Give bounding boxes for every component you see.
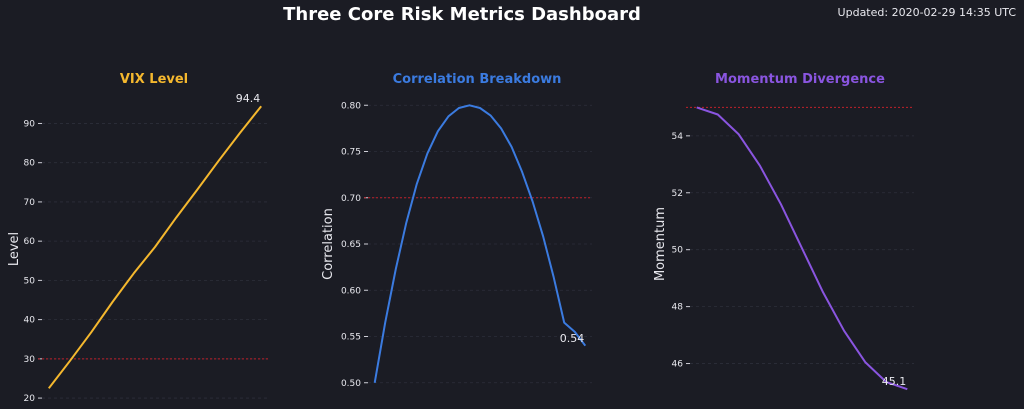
y-tick-label-0-2: 40 [24, 316, 36, 326]
y-tick-label-1-5: 0.75 [341, 148, 361, 158]
chart-title-1: Correlation Breakdown [393, 72, 562, 87]
y-tick-label-2-4: 54 [672, 132, 684, 142]
y-tick-label-2-2: 50 [672, 246, 684, 256]
updated-timestamp: Updated: 2020-02-29 14:35 UTC [837, 6, 1016, 19]
y-tick-label-1-0: 0.50 [341, 379, 361, 389]
y-tick-label-0-6: 80 [24, 159, 36, 169]
chart-title-2: Momentum Divergence [715, 72, 885, 87]
series-line-2 [696, 106, 908, 391]
y-tick-label-0-1: 30 [24, 355, 36, 365]
y-tick-label-0-0: 20 [24, 394, 36, 404]
chart-title-0: VIX Level [120, 72, 188, 87]
y-tick-label-2-0: 46 [672, 360, 684, 370]
y-axis-label-0: Level [7, 232, 22, 266]
series-line-0 [48, 105, 262, 389]
y-tick-label-1-6: 0.80 [341, 101, 361, 111]
end-value-label-1: 0.54 [560, 332, 585, 345]
y-tick-label-1-2: 0.60 [341, 286, 361, 296]
dashboard-title: Three Core Risk Metrics Dashboard [283, 4, 641, 25]
y-tick-label-0-3: 50 [24, 276, 36, 286]
y-axis-label-1: Correlation [321, 208, 336, 280]
y-tick-label-2-3: 52 [672, 189, 683, 199]
y-tick-label-2-1: 48 [672, 303, 684, 313]
end-value-label-2: 45.1 [882, 375, 907, 388]
end-value-label-0: 94.4 [236, 92, 261, 105]
y-tick-label-0-4: 60 [24, 237, 36, 247]
y-axis-label-2: Momentum [653, 207, 668, 281]
series-line-1 [373, 104, 587, 383]
y-tick-label-0-7: 90 [24, 119, 36, 129]
y-tick-label-0-5: 70 [24, 198, 36, 208]
y-tick-label-1-4: 0.70 [341, 194, 361, 204]
y-tick-label-1-1: 0.55 [341, 333, 361, 343]
y-tick-label-1-3: 0.65 [341, 240, 361, 250]
